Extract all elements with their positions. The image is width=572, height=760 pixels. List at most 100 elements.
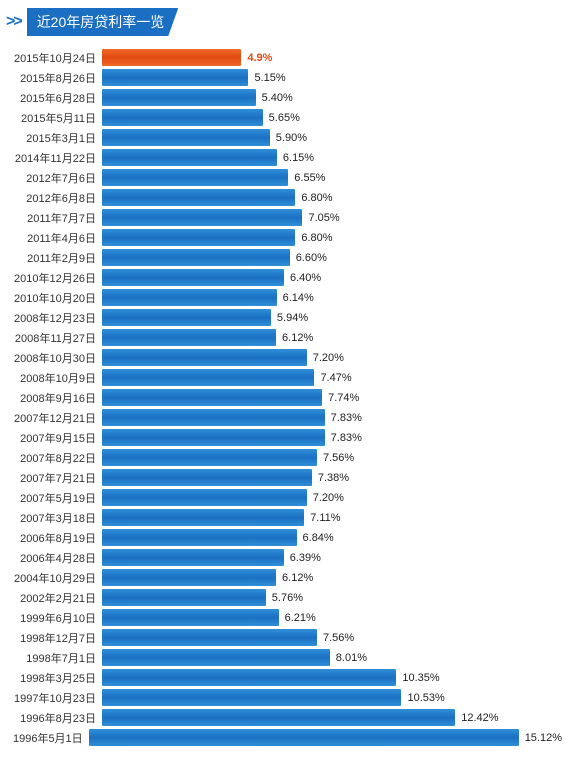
mortgage-rate-bar-chart: 2015年10月24日4.9%2015年8月26日5.15%2015年6月28日… — [6, 48, 562, 747]
chart-row: 2015年10月24日4.9% — [6, 48, 562, 67]
bar-area: 7.74% — [102, 389, 562, 406]
bar — [102, 109, 263, 126]
value-label: 5.65% — [269, 112, 300, 124]
date-label: 1997年10月23日 — [6, 690, 102, 706]
chart-row: 2007年8月22日7.56% — [6, 448, 562, 467]
date-label: 2015年6月28日 — [6, 90, 102, 106]
bar-area: 7.56% — [102, 449, 562, 466]
chart-row: 1998年7月1日8.01% — [6, 648, 562, 667]
bar-area: 6.14% — [102, 289, 562, 306]
chart-row: 2010年12月26日6.40% — [6, 268, 562, 287]
bar — [102, 449, 317, 466]
bar — [102, 649, 330, 666]
date-label: 2010年10月20日 — [6, 290, 102, 306]
date-label: 2007年3月18日 — [6, 510, 102, 526]
bar — [102, 569, 276, 586]
bar-area: 15.12% — [89, 729, 562, 746]
value-label: 6.14% — [283, 292, 314, 304]
date-label: 2007年9月15日 — [6, 430, 102, 446]
chart-row: 2012年6月8日6.80% — [6, 188, 562, 207]
bar-area: 7.11% — [102, 509, 562, 526]
chart-row: 2008年10月9日 7.47% — [6, 368, 562, 387]
date-label: 2010年12月26日 — [6, 270, 102, 286]
bar-area: 5.90% — [102, 129, 562, 146]
date-label: 1998年7月1日 — [6, 650, 102, 666]
bar — [102, 529, 297, 546]
chart-row: 1997年10月23日10.53% — [6, 688, 562, 707]
date-label: 2006年8月19日 — [6, 530, 102, 546]
chart-row: 2008年12月23日5.94% — [6, 308, 562, 327]
chart-row: 2006年4月28日6.39% — [6, 548, 562, 567]
chart-row: 2010年10月20日 6.14% — [6, 288, 562, 307]
bar-area: 7.05% — [102, 209, 562, 226]
bar-area: 6.15% — [102, 149, 562, 166]
bar — [102, 389, 322, 406]
chart-row: 2015年8月26日5.15% — [6, 68, 562, 87]
value-label: 7.56% — [323, 452, 354, 464]
chart-row: 2011年2月9日6.60% — [6, 248, 562, 267]
bar — [102, 609, 279, 626]
chart-title-bar: >> 近20年房贷利率一览 — [6, 8, 562, 36]
bar — [102, 209, 302, 226]
chart-row: 2011年7月7日7.05% — [6, 208, 562, 227]
bar-area: 6.55% — [102, 169, 562, 186]
bar-area: 7.83% — [102, 429, 562, 446]
date-label: 2011年4月6日 — [6, 230, 102, 246]
bar-area: 6.12% — [102, 329, 562, 346]
bar — [102, 249, 290, 266]
bar-area: 6.39% — [102, 549, 562, 566]
value-label: 6.80% — [301, 232, 332, 244]
bar — [102, 369, 314, 386]
chart-row: 2004年10月29日6.12% — [6, 568, 562, 587]
date-label: 2007年12月21日 — [6, 410, 102, 426]
date-label: 2008年10月9日 — [6, 370, 102, 386]
bar — [89, 729, 519, 746]
bar-area: 6.80% — [102, 229, 562, 246]
bar-area: 6.40% — [102, 269, 562, 286]
bar — [102, 329, 276, 346]
chart-row: 2011年4月6日 6.80% — [6, 228, 562, 247]
bar — [102, 289, 277, 306]
date-label: 2008年10月30日 — [6, 350, 102, 366]
bar-area: 5.94% — [102, 309, 562, 326]
chart-row: 2008年10月30日7.20% — [6, 348, 562, 367]
date-label: 1998年12月7日 — [6, 630, 102, 646]
value-label: 6.12% — [282, 332, 313, 344]
value-label: 6.60% — [296, 252, 327, 264]
date-label: 2015年10月24日 — [6, 50, 102, 66]
value-label: 5.15% — [254, 72, 285, 84]
value-label: 7.83% — [331, 432, 362, 444]
date-label: 1998年3月25日 — [6, 670, 102, 686]
bar — [102, 669, 396, 686]
value-label: 7.56% — [323, 632, 354, 644]
chart-row: 2015年6月28日5.40% — [6, 88, 562, 107]
date-label: 2012年7月6日 — [6, 170, 102, 186]
value-label: 6.55% — [294, 172, 325, 184]
bar — [102, 409, 325, 426]
value-label: 15.12% — [525, 732, 562, 744]
title-chevrons-icon: >> — [6, 13, 21, 31]
value-label: 10.35% — [402, 672, 439, 684]
value-label: 6.84% — [303, 532, 334, 544]
chart-row: 2008年11月27日6.12% — [6, 328, 562, 347]
bar-area: 4.9% — [102, 49, 562, 66]
date-label: 2007年7月21日 — [6, 470, 102, 486]
bar — [102, 349, 307, 366]
bar — [102, 629, 317, 646]
chart-row: 2007年5月19日7.20% — [6, 488, 562, 507]
bar-area: 12.42% — [102, 709, 562, 726]
chart-row: 2007年9月15日 7.83% — [6, 428, 562, 447]
value-label: 7.47% — [320, 372, 351, 384]
value-label: 6.15% — [283, 152, 314, 164]
bar-area: 7.20% — [102, 489, 562, 506]
chart-row: 1996年5月1日15.12% — [6, 728, 562, 747]
bar-area: 6.21% — [102, 609, 562, 626]
date-label: 2015年3月1日 — [6, 130, 102, 146]
bar — [102, 589, 266, 606]
bar-area: 5.40% — [102, 89, 562, 106]
bar-area: 5.15% — [102, 69, 562, 86]
value-label: 6.80% — [301, 192, 332, 204]
bar-area: 7.38% — [102, 469, 562, 486]
value-label: 7.74% — [328, 392, 359, 404]
date-label: 2015年5月11日 — [6, 110, 102, 126]
